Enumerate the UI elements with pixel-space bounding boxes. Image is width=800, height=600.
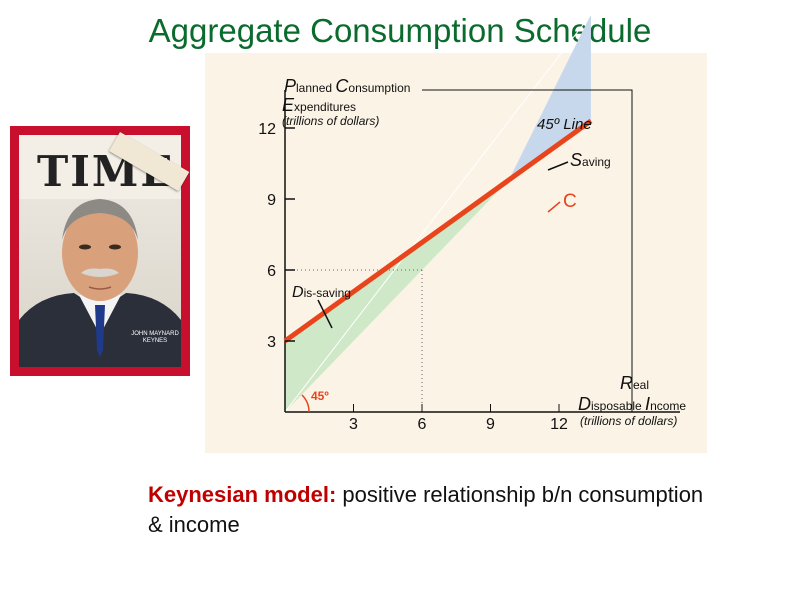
y-tick-label: 6 (267, 263, 276, 280)
x-label-cap-i: I (645, 394, 650, 414)
time-magazine-cover: TIME JOHN MAYNARD KEYNES (10, 126, 190, 376)
note-text: positive relationship b/n consumption & … (148, 482, 704, 537)
y-axis-label-line1: Planned Consumption (284, 76, 410, 96)
top-frame-line (422, 89, 633, 412)
saving-cap: S (570, 150, 582, 170)
bottom-note: Keynesian model: positive relationship b… (148, 480, 708, 540)
c-label: C (563, 191, 577, 212)
x-axis-label-line1: Real (620, 373, 649, 393)
dissaving-rest: is-saving (304, 286, 351, 300)
y-tick-label: 3 (267, 334, 276, 351)
y-axis-units: (trillions of dollars) (282, 114, 379, 128)
forty-five-degree-line (284, 14, 592, 413)
y-label-cap-c: C (335, 76, 349, 96)
x-axis-ticks: 3 6 9 12 (349, 404, 568, 433)
y-axis-ticks: 12 9 6 3 (258, 121, 295, 351)
y-tick-label: 9 (267, 192, 276, 209)
x-label-rest-2: isposable (591, 399, 645, 413)
c-pointer (547, 201, 561, 213)
x-tick-label: 3 (349, 416, 358, 433)
slide-title: Aggregate Consumption Schedule (148, 12, 652, 49)
note-keyword: Keynesian model: (148, 482, 337, 507)
saving-label: Saving (570, 150, 611, 170)
y-label-rest-1: lanned (296, 81, 335, 95)
dissaving-region (285, 179, 509, 412)
x-tick-label: 6 (418, 416, 427, 433)
x-label-rest-1: eal (633, 378, 649, 392)
x-label-cap-r: R (620, 373, 633, 393)
y-label-cap-e: E (282, 95, 295, 115)
saving-rest: aving (582, 155, 611, 169)
y-tick-label: 12 (258, 121, 276, 138)
consumption-line-c (283, 118, 593, 344)
angle-label: 45º (311, 389, 329, 403)
dissaving-pointer (317, 299, 333, 329)
angle-arc (301, 394, 310, 413)
cover-caption: JOHN MAYNARD KEYNES (131, 331, 179, 344)
x-tick-label: 9 (486, 416, 495, 433)
y-label-cap-p: P (284, 76, 296, 96)
y-axis-label-line2: Expenditures (282, 95, 356, 115)
forty-five-line-label: 45º Line (537, 116, 592, 133)
keynes-portrait (19, 199, 181, 367)
y-label-rest-2: onsumption (348, 81, 410, 95)
x-axis-units: (trillions of dollars) (580, 414, 677, 428)
saving-pointer (547, 161, 569, 171)
x-tick-label: 12 (550, 416, 568, 433)
dissaving-label: Dis-saving (292, 284, 351, 301)
x-axis-label-line2: Disposable Income (578, 394, 686, 414)
x-label-cap-d: D (578, 394, 591, 414)
y-label-rest-3: xpenditures (294, 100, 356, 114)
dissaving-cap: D (292, 284, 304, 301)
saving-region (508, 14, 591, 180)
x-label-rest-3: ncome (650, 399, 686, 413)
